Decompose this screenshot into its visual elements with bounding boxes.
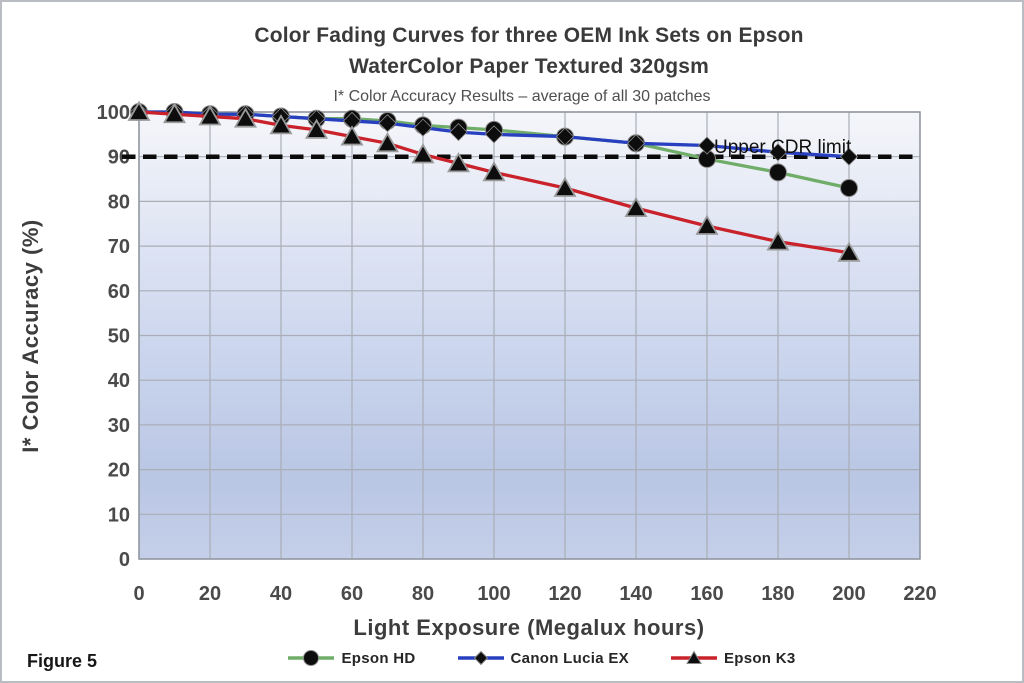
y-tick-label: 100 [97, 102, 130, 124]
x-tick-label: 100 [477, 583, 510, 605]
series-epson-k3 [127, 100, 861, 262]
figure-label: Figure 5 [27, 651, 97, 671]
legend-item-epson-k3: Epson K3 [670, 648, 796, 668]
plot-border [138, 111, 921, 560]
x-tick-label: 0 [133, 583, 144, 605]
x-tick-label: 220 [903, 583, 936, 605]
legend-swatch [670, 650, 717, 664]
marker-triangle [482, 161, 506, 182]
chart-title-line1: Color Fading Curves for three OEM Ink Se… [254, 24, 803, 47]
marker-triangle [269, 114, 293, 135]
marker-diamond [768, 143, 788, 162]
y-tick-label: 60 [108, 281, 130, 303]
marker-diamond [697, 136, 717, 155]
chart-title-line2: WaterColor Paper Textured 320gsm [349, 55, 709, 78]
y-axis-title: I* Color Accuracy (%) [18, 219, 43, 452]
marker-triangle [446, 152, 471, 173]
marker-triangle [233, 107, 258, 128]
marker-diamond [484, 125, 504, 144]
y-tick-label: 40 [108, 370, 130, 392]
legend-marker-circle [303, 650, 320, 666]
marker-triangle [766, 230, 790, 251]
x-tick-label: 120 [548, 583, 581, 605]
x-tick-label: 180 [761, 583, 794, 605]
marker-triangle [553, 176, 577, 197]
series-line [137, 110, 851, 159]
y-tick-label: 80 [108, 191, 130, 213]
legend-marker-triangle [686, 650, 702, 664]
x-tick-label: 60 [341, 583, 363, 605]
legend-label: Canon Lucia EX [510, 649, 629, 667]
marker-diamond [413, 118, 433, 137]
marker-diamond [839, 147, 859, 166]
marker-circle [840, 178, 858, 197]
x-tick-label: 20 [199, 583, 221, 605]
legend-swatch [288, 650, 335, 666]
y-tick-label: 10 [108, 504, 130, 526]
y-tick-label: 50 [108, 326, 130, 348]
marker-triangle [127, 100, 151, 121]
marker-diamond [449, 123, 468, 142]
tick-labels: 0 10 20 30 40 50 60 70 80 90 100 0 20 40 60 80 100 120 140… [97, 102, 937, 605]
legend-marker-diamond [473, 650, 488, 666]
marker-circle [769, 163, 787, 182]
marker-triangle [375, 131, 400, 153]
marker-triangle [695, 214, 719, 235]
x-tick-label: 160 [690, 583, 723, 605]
x-tick-label: 80 [412, 583, 434, 605]
x-tick-label: 140 [619, 583, 652, 605]
y-tick-label: 0 [119, 549, 130, 571]
y-tick-label: 30 [108, 415, 130, 437]
marker-triangle [624, 196, 648, 218]
y-tick-label: 20 [108, 460, 130, 482]
reference-line-label: Upper CDR limit [714, 137, 852, 158]
legend-item-epson-hd: Epson HD [288, 648, 415, 668]
plot-area: 0 10 20 30 40 50 60 70 80 90 100 0 20 40 60 80 100 120 140… [97, 100, 937, 605]
legend-label: Epson HD [341, 649, 416, 667]
x-tick-label: 200 [832, 583, 865, 605]
marker-diamond [555, 127, 575, 146]
y-tick-label: 90 [108, 147, 130, 169]
marker-diamond [626, 134, 646, 153]
chart-legend: Epson HD Canon Lucia EX Epson K3 [122, 648, 962, 668]
marker-triangle [837, 241, 861, 262]
chart-subtitle: I* Color Accuracy Results – average of a… [333, 88, 710, 105]
x-tick-label: 40 [270, 583, 292, 605]
marker-triangle [304, 118, 329, 139]
legend-item-canon-lucia-ex: Canon Lucia EX [457, 648, 629, 668]
marker-triangle [198, 105, 222, 126]
y-tick-label: 70 [108, 236, 130, 258]
marker-triangle [411, 143, 435, 164]
marker-triangle [162, 102, 187, 124]
legend-swatch [457, 650, 504, 666]
x-axis-title: Light Exposure (Megalux hours) [353, 615, 704, 640]
marker-triangle [340, 125, 364, 146]
marker-diamond [378, 114, 397, 133]
series-line [137, 110, 851, 255]
legend-label: Epson K3 [723, 649, 796, 667]
